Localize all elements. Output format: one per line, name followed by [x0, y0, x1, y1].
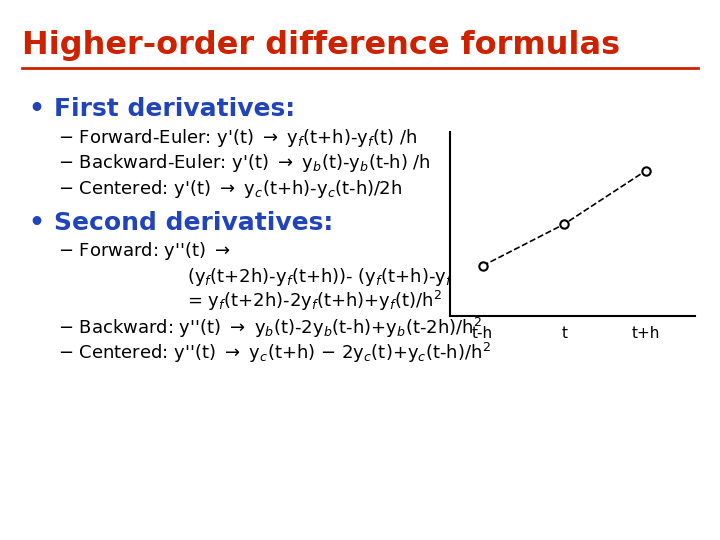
- Text: $-$ Centered: y''(t) $\rightarrow$ y$_c$(t+h) $-$ 2y$_c$(t)+y$_c$(t-h)/h$^2$: $-$ Centered: y''(t) $\rightarrow$ y$_c$…: [58, 341, 490, 366]
- Text: •: •: [29, 211, 45, 234]
- Text: Second derivatives:: Second derivatives:: [54, 211, 333, 234]
- Text: First derivatives:: First derivatives:: [54, 97, 295, 121]
- Text: = y$_f$(t+2h)-2y$_f$(t+h)+y$_f$(t)/h$^2$: = y$_f$(t+2h)-2y$_f$(t+h)+y$_f$(t)/h$^2$: [187, 289, 443, 313]
- Text: $-$ Forward-Euler: y'(t) $\rightarrow$ y$_f$(t+h)-y$_f$(t) /h: $-$ Forward-Euler: y'(t) $\rightarrow$ y…: [58, 127, 417, 149]
- Text: Higher-order difference formulas: Higher-order difference formulas: [22, 30, 620, 60]
- Text: $-$ Forward: y''(t) $\rightarrow$: $-$ Forward: y''(t) $\rightarrow$: [58, 240, 230, 262]
- Text: (y$_f$(t+2h)-y$_f$(t+h))- (y$_f$(t+h)-y$_f$(t))/h$^2$: (y$_f$(t+2h)-y$_f$(t+h))- (y$_f$(t+h)-y$…: [187, 265, 505, 289]
- Text: $-$ Backward-Euler: y'(t) $\rightarrow$ y$_b$(t)-y$_b$(t-h) /h: $-$ Backward-Euler: y'(t) $\rightarrow$ …: [58, 152, 431, 174]
- Text: $-$ Centered: y'(t) $\rightarrow$ y$_c$(t+h)-y$_c$(t-h)/2h: $-$ Centered: y'(t) $\rightarrow$ y$_c$(…: [58, 178, 402, 200]
- Text: $-$ Backward: y''(t) $\rightarrow$ y$_b$(t)-2y$_b$(t-h)+y$_b$(t-2h)/h$^2$: $-$ Backward: y''(t) $\rightarrow$ y$_b$…: [58, 316, 482, 340]
- Text: •: •: [29, 97, 45, 121]
